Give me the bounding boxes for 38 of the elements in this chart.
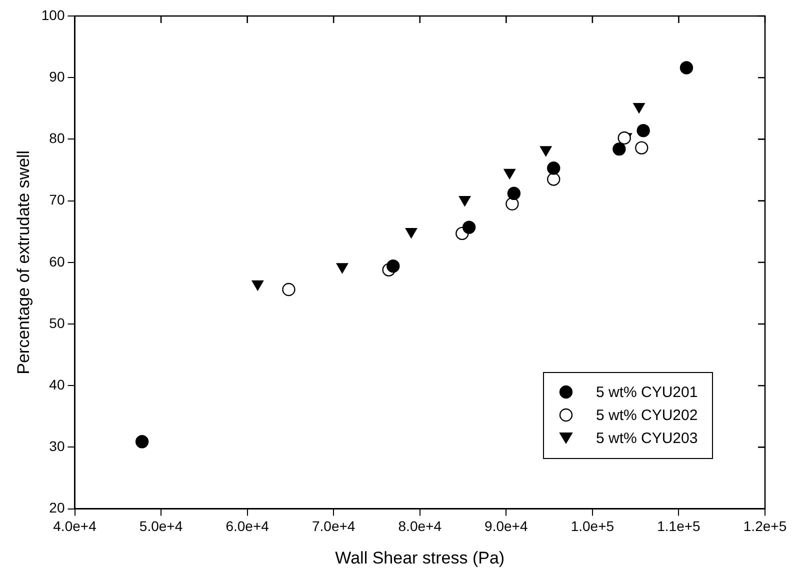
point (336, 263, 348, 274)
y-tick-label: 50 (49, 314, 65, 331)
y-tick-label: 70 (49, 192, 65, 208)
x-tick-label: 1.1e+5 (657, 518, 701, 534)
point (547, 162, 560, 175)
y-tick-label: 100 (41, 6, 65, 23)
y-tick-label: 90 (49, 68, 65, 84)
x-axis-title: Wall Shear stress (Pa) (335, 548, 505, 568)
point (462, 220, 476, 234)
y-tick-label: 20 (49, 500, 65, 516)
legend-label: 5 wt% CYU202 (596, 406, 698, 424)
point (507, 186, 521, 200)
point (252, 280, 264, 291)
point (458, 196, 471, 206)
y-tick-label: 60 (49, 253, 65, 270)
x-tick-label: 8.0e+4 (398, 518, 442, 534)
point (386, 259, 400, 273)
x-tick-label: 9.0e+4 (484, 518, 528, 534)
y-tick-label: 40 (49, 376, 65, 392)
x-tick-label: 1.0e+5 (570, 518, 614, 534)
point (636, 124, 650, 138)
point (504, 168, 516, 180)
x-tick-label: 5.0e+4 (139, 518, 183, 534)
y-tick-label: 30 (49, 438, 65, 454)
legend-label: 5 wt% CYU201 (596, 384, 698, 401)
legend-label: 5 wt% CYU203 (596, 430, 698, 447)
x-tick-label: 6.0e+4 (226, 518, 270, 534)
y-axis-title: Percentage of extrudate swell (14, 150, 33, 374)
point (633, 102, 645, 114)
point (405, 228, 418, 238)
x-tick-label: 1.2e+5 (743, 518, 787, 534)
point (135, 435, 149, 448)
point (540, 146, 552, 156)
point (680, 61, 694, 74)
y-tick-label: 80 (49, 130, 65, 146)
x-tick-label: 7.0e+4 (312, 518, 356, 534)
x-tick-label: 4.0e+4 (53, 518, 97, 534)
point (612, 142, 626, 156)
